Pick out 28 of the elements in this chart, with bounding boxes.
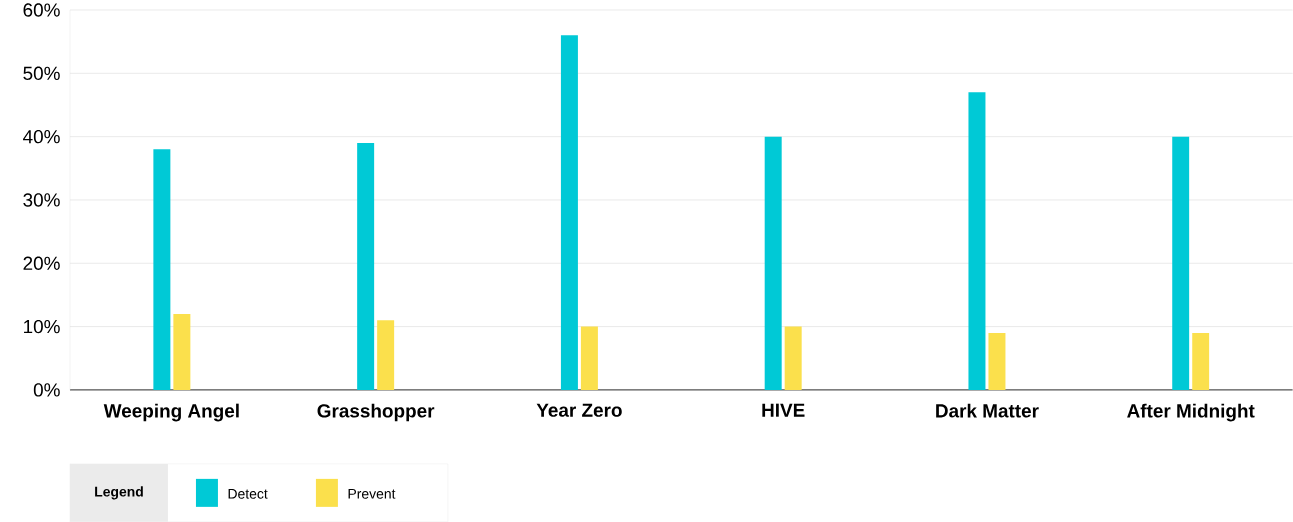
x-tick-label: Year Zero — [536, 403, 622, 417]
x-tick-label: After Midnight — [1127, 403, 1255, 422]
legend-title: Legend — [95, 486, 143, 500]
bar — [560, 35, 578, 390]
x-tick-label: Dark Matter — [936, 403, 1039, 418]
y-tick-label: 50% — [23, 66, 60, 80]
bar — [1172, 136, 1190, 390]
bar — [357, 142, 375, 390]
y-tick-label: 30% — [23, 193, 60, 207]
y-tick-label: 40% — [23, 129, 60, 144]
y-tick-label: 20% — [23, 256, 60, 270]
bar — [764, 136, 782, 390]
bar — [153, 149, 171, 390]
bar — [580, 326, 598, 390]
x-tick-label: Grasshopper — [317, 403, 435, 422]
legend-label: Detect — [228, 488, 268, 499]
y-tick-label: 10% — [24, 319, 60, 334]
bar — [173, 313, 191, 390]
bar — [988, 332, 1006, 390]
y-tick-label: 60% — [23, 3, 60, 17]
bar — [784, 326, 802, 390]
legend-label: Prevent — [348, 488, 396, 499]
bar — [1192, 332, 1210, 390]
x-tick-label: HIVE — [762, 403, 805, 417]
x-tick-label: Weeping Angel — [103, 403, 239, 422]
y-tick-label: 0% — [33, 383, 60, 397]
bar — [377, 320, 395, 390]
bar — [968, 92, 986, 390]
